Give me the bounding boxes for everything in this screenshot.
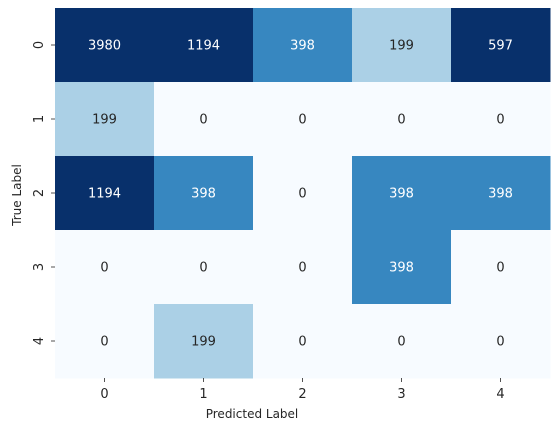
cell-value-r2-c0: 1194 (88, 187, 121, 202)
heatmap-cell-r0-c3 (352, 8, 452, 83)
cell-value-r3-c3: 398 (389, 261, 414, 276)
cell-value-r4-c0: 0 (100, 335, 108, 350)
heatmap-cell-r4-c1 (154, 304, 254, 379)
heatmap-cell-r3-c3 (352, 230, 452, 305)
heatmap-cell-r1-c2 (253, 82, 353, 157)
x-tick-label-4: 4 (496, 387, 504, 402)
x-axis-ticks: 0 1 2 3 4 (100, 378, 505, 402)
y-axis-ticks: 0 1 2 3 4 (32, 41, 55, 345)
heatmap-cell-r1-c3 (352, 82, 452, 157)
heatmap-cell-r4-c2 (253, 304, 353, 379)
heatmap-cell-r4-c3 (352, 304, 452, 379)
heatmap-cell-r1-c0 (55, 82, 155, 157)
heatmap-cell-r4-c4 (451, 304, 551, 379)
cell-value-r0-c1: 1194 (187, 39, 220, 54)
cell-value-r0-c4: 597 (488, 39, 513, 54)
cell-value-r4-c4: 0 (496, 335, 504, 350)
cell-value-r2-c2: 0 (298, 187, 306, 202)
cell-value-r3-c2: 0 (298, 261, 306, 276)
cell-value-r2-c3: 398 (389, 187, 414, 202)
cell-value-r4-c1: 199 (191, 335, 216, 350)
x-tick-label-2: 2 (298, 387, 306, 402)
heatmap-cell-r2-c4 (451, 156, 551, 231)
heatmap-cell-r4-c0 (55, 304, 155, 379)
cell-value-r4-c3: 0 (397, 335, 405, 350)
heatmap-cell-r2-c3 (352, 156, 452, 231)
cell-value-r0-c3: 199 (389, 39, 414, 54)
heatmap-cell-r0-c2 (253, 8, 353, 83)
heatmap-cell-r2-c1 (154, 156, 254, 231)
y-tick-label-0: 0 (32, 41, 47, 49)
x-tick-label-3: 3 (397, 387, 405, 402)
heatmap-cell-r3-c1 (154, 230, 254, 305)
cell-value-r3-c4: 0 (496, 261, 504, 276)
y-tick-label-4: 4 (32, 337, 47, 345)
x-tick-label-0: 0 (100, 387, 108, 402)
x-axis-label: Predicted Label (206, 407, 299, 421)
cell-value-r4-c2: 0 (298, 335, 306, 350)
y-tick-label-3: 3 (32, 263, 47, 271)
heatmap-cell-r3-c4 (451, 230, 551, 305)
heatmap-cell-r2-c0 (55, 156, 155, 231)
cell-value-r1-c2: 0 (298, 113, 306, 128)
heatmap-cell-r1-c1 (154, 82, 254, 157)
cell-value-r0-c2: 398 (290, 39, 315, 54)
heatmap-cells (55, 8, 551, 379)
heatmap-cell-r0-c4 (451, 8, 551, 83)
heatmap-cell-r0-c0 (55, 8, 155, 83)
cell-value-r0-c0: 3980 (88, 39, 121, 54)
heatmap-cell-r3-c0 (55, 230, 155, 305)
cell-value-r1-c0: 199 (92, 113, 117, 128)
cell-value-r1-c4: 0 (496, 113, 504, 128)
cell-value-r1-c3: 0 (397, 113, 405, 128)
y-axis-label: True Label (10, 164, 24, 227)
x-tick-label-1: 1 (199, 387, 207, 402)
y-tick-label-1: 1 (32, 115, 47, 123)
cell-value-r2-c1: 398 (191, 187, 216, 202)
heatmap-cell-r2-c2 (253, 156, 353, 231)
y-tick-label-2: 2 (32, 189, 47, 197)
heatmap-cell-r0-c1 (154, 8, 254, 83)
cell-value-r3-c1: 0 (199, 261, 207, 276)
heatmap-cell-r1-c4 (451, 82, 551, 157)
heatmap-cell-r3-c2 (253, 230, 353, 305)
cell-value-r2-c4: 398 (488, 187, 513, 202)
cell-value-r1-c1: 0 (199, 113, 207, 128)
cell-value-r3-c0: 0 (100, 261, 108, 276)
